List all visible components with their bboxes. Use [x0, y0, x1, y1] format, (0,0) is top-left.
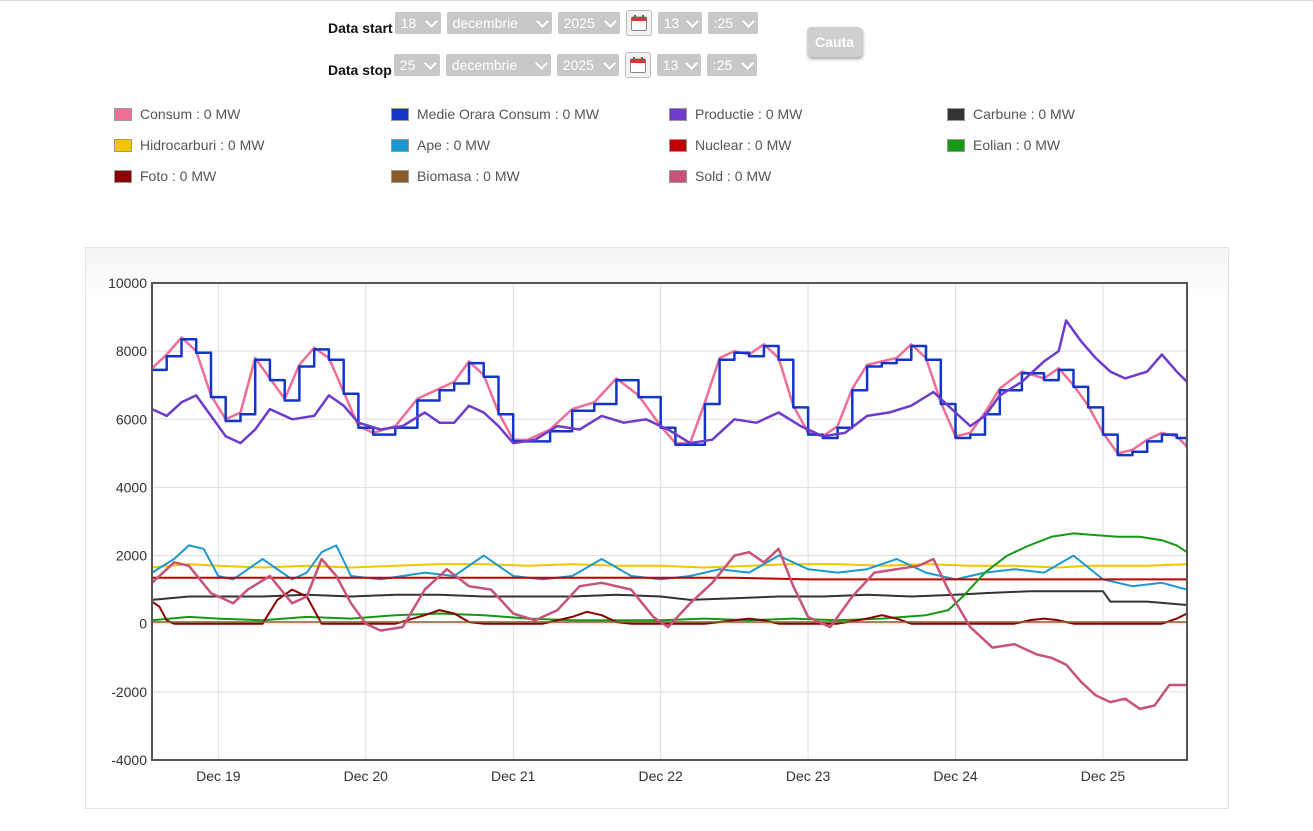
- x-tick-label: Dec 21: [491, 768, 536, 784]
- legend-label: Consum : 0 MW: [140, 106, 241, 122]
- y-tick-label: 2000: [116, 548, 147, 564]
- legend-item[interactable]: Sold : 0 MW: [669, 168, 771, 184]
- x-tick-label: Dec 22: [638, 768, 683, 784]
- start-row: Data start 18 decembrie 2025 13 :25: [328, 10, 764, 36]
- legend-swatch: [114, 138, 132, 152]
- y-tick-label: 0: [139, 616, 147, 632]
- chevron-down-icon: [685, 14, 699, 28]
- start-month-select[interactable]: decembrie: [446, 12, 552, 34]
- chevron-down-icon: [535, 14, 549, 28]
- legend-swatch: [669, 107, 687, 121]
- start-year-select[interactable]: 2025: [557, 12, 620, 34]
- legend-item[interactable]: Nuclear : 0 MW: [669, 137, 791, 153]
- legend-label: Productie : 0 MW: [695, 106, 803, 122]
- series-ape-line: [152, 544, 1187, 591]
- legend-label: Medie Orara Consum : 0 MW: [417, 106, 600, 122]
- legend-swatch: [391, 138, 409, 152]
- plot-border: [151, 282, 1188, 761]
- legend-item[interactable]: Consum : 0 MW: [114, 106, 240, 122]
- legend-item[interactable]: Foto : 0 MW: [114, 168, 216, 184]
- legend-swatch: [114, 107, 132, 121]
- legend-label: Hidrocarburi : 0 MW: [140, 137, 265, 153]
- calendar-icon[interactable]: [625, 10, 652, 36]
- legend-item[interactable]: Hidrocarburi : 0 MW: [114, 137, 264, 153]
- y-tick-label: -4000: [111, 752, 147, 768]
- chevron-down-icon: [741, 14, 755, 28]
- x-tick-label: Dec 25: [1081, 768, 1126, 784]
- legend-swatch: [391, 169, 409, 183]
- chevron-down-icon: [534, 56, 548, 70]
- legend-label: Foto : 0 MW: [140, 168, 217, 184]
- search-button[interactable]: Cauta: [807, 27, 862, 57]
- series-medie-orara-consum-line: [152, 337, 1187, 457]
- y-tick-label: 10000: [108, 275, 147, 291]
- stop-month-select[interactable]: decembrie: [445, 54, 551, 76]
- stop-label: Data stop: [328, 62, 392, 78]
- legend-swatch: [947, 107, 965, 121]
- legend: Consum : 0 MW Medie Orara Consum : 0 MW Pr…: [114, 106, 1214, 202]
- legend-label: Carbune : 0 MW: [973, 106, 1075, 122]
- legend-item[interactable]: Carbune : 0 MW: [947, 106, 1075, 122]
- start-minute-select[interactable]: :25: [707, 12, 758, 34]
- chevron-down-icon: [423, 56, 437, 70]
- legend-label: Biomasa : 0 MW: [417, 168, 520, 184]
- plot-area: [152, 283, 1187, 760]
- calendar-icon[interactable]: [624, 52, 651, 78]
- y-tick-label: 4000: [116, 479, 147, 495]
- series-nuclear-line: [152, 576, 1187, 581]
- chevron-down-icon: [603, 14, 617, 28]
- legend-swatch: [114, 169, 132, 183]
- legend-label: Eolian : 0 MW: [973, 137, 1061, 153]
- legend-swatch: [669, 169, 687, 183]
- series-sold-line: [152, 547, 1187, 711]
- series-carbune-line: [152, 590, 1187, 606]
- legend-swatch: [669, 138, 687, 152]
- legend-swatch: [947, 138, 965, 152]
- series-productie-line: [152, 319, 1187, 445]
- stop-minute-select[interactable]: :25: [706, 54, 757, 76]
- legend-swatch: [391, 107, 409, 121]
- x-tick-label: Dec 19: [196, 768, 241, 784]
- chevron-down-icon: [740, 56, 754, 70]
- legend-item[interactable]: Eolian : 0 MW: [947, 137, 1060, 153]
- legend-item[interactable]: Biomasa : 0 MW: [391, 168, 520, 184]
- x-tick-label: Dec 23: [786, 768, 831, 784]
- legend-item[interactable]: Ape : 0 MW: [391, 137, 490, 153]
- chevron-down-icon: [424, 14, 438, 28]
- x-tick-label: Dec 24: [933, 768, 978, 784]
- chevron-down-icon: [602, 56, 616, 70]
- legend-label: Nuclear : 0 MW: [695, 137, 792, 153]
- stop-year-select[interactable]: 2025: [556, 54, 619, 76]
- stop-hour-select[interactable]: 13: [656, 54, 701, 76]
- y-tick-label: 6000: [116, 411, 147, 427]
- legend-label: Ape : 0 MW: [417, 137, 491, 153]
- start-hour-select[interactable]: 13: [657, 12, 702, 34]
- chevron-down-icon: [684, 56, 698, 70]
- legend-label: Sold : 0 MW: [695, 168, 772, 184]
- start-day-select[interactable]: 18: [394, 12, 441, 34]
- stop-row: Data stop 25 decembrie 2025 13 :25: [328, 52, 763, 78]
- chart: -4000 -2000 0 2000 4000 6000 8000 10000 Dec 19 De…: [108, 275, 1188, 784]
- x-tick-label: Dec 20: [344, 768, 389, 784]
- series-hidrocarburi-line: [152, 563, 1187, 569]
- start-label: Data start: [328, 20, 393, 36]
- y-tick-label: 8000: [116, 343, 147, 359]
- legend-item[interactable]: Medie Orara Consum : 0 MW: [391, 106, 599, 122]
- y-tick-label: -2000: [111, 684, 147, 700]
- legend-item[interactable]: Productie : 0 MW: [669, 106, 802, 122]
- top-border: [0, 0, 1313, 1]
- stop-day-select[interactable]: 25: [393, 54, 440, 76]
